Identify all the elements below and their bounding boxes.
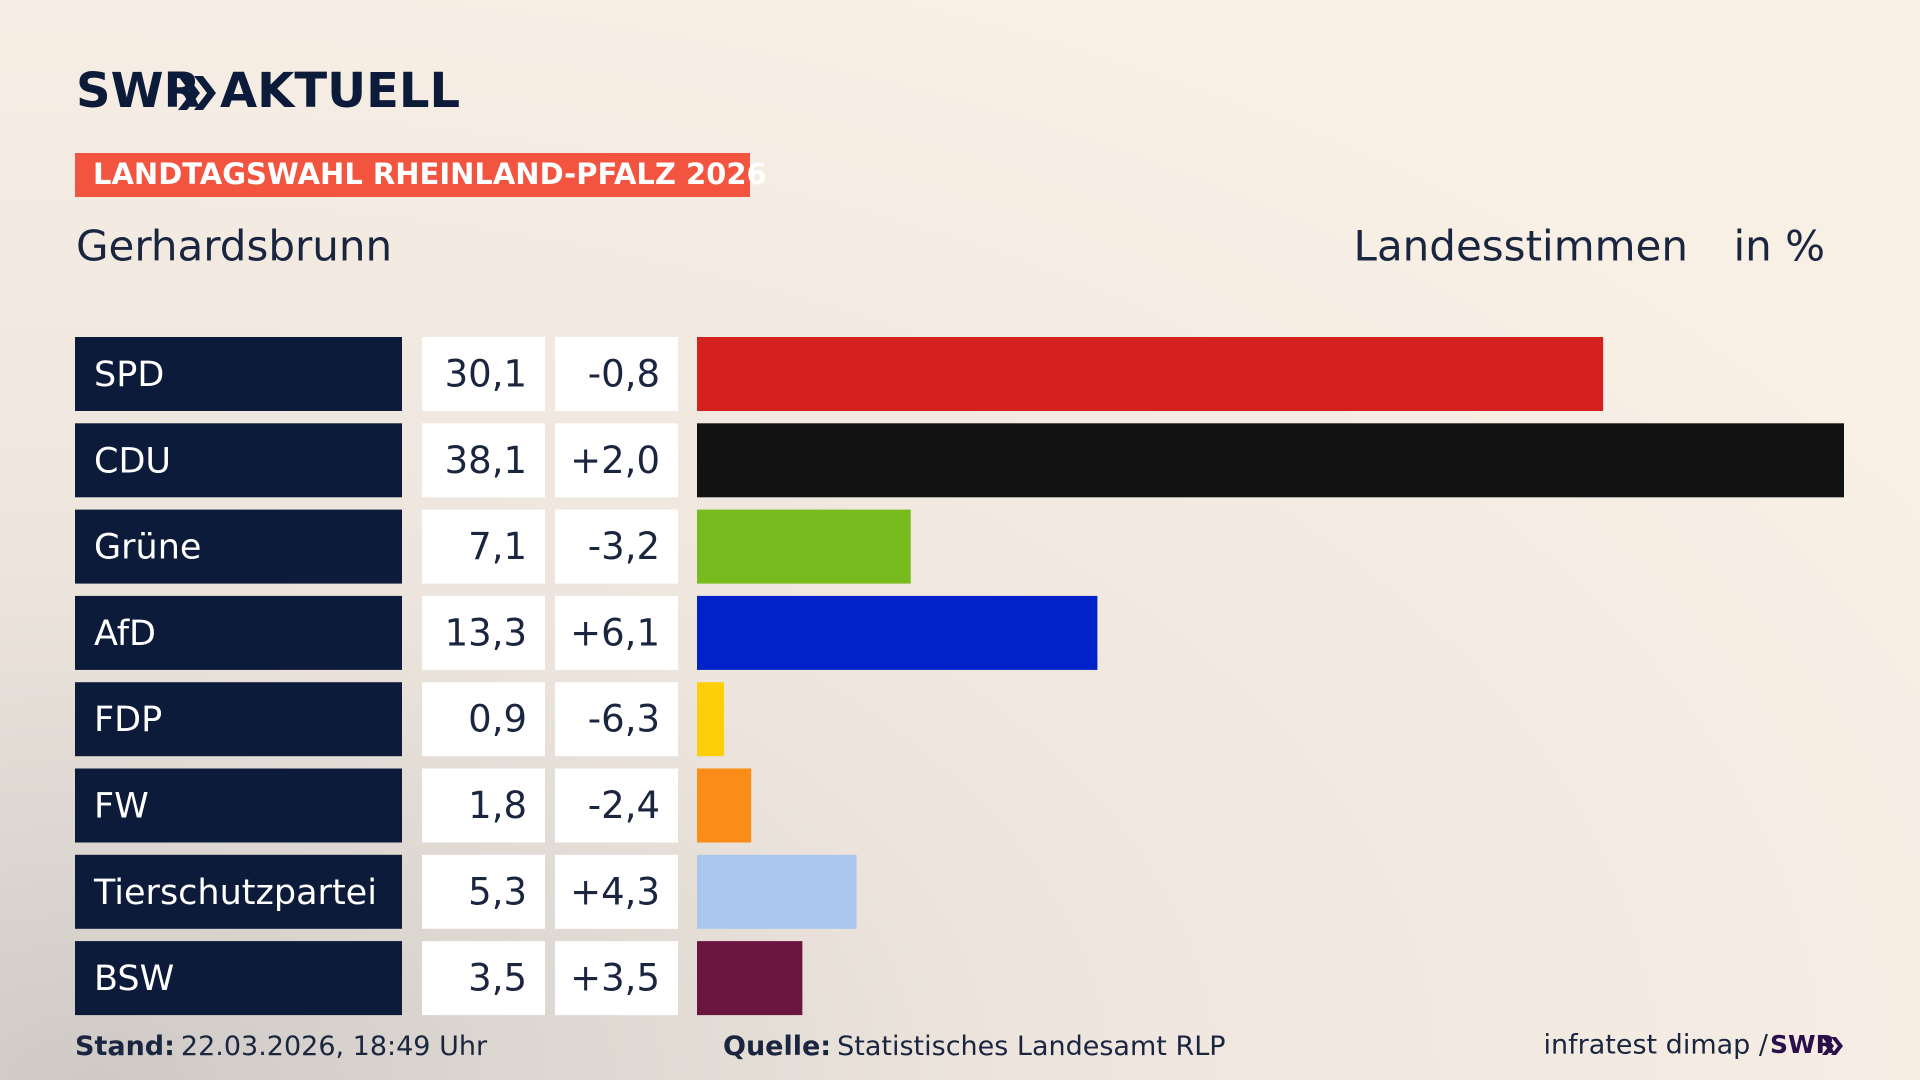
change-label: -0,8 [588,353,660,396]
change-label: -2,4 [588,784,660,827]
bar [697,941,803,1016]
bar [697,682,725,757]
value-box [422,768,545,843]
value-label: 1,8 [468,784,527,827]
party-box [75,595,402,670]
change-box [555,423,678,498]
change-label: -3,2 [588,525,660,568]
banner-text: LANDTAGSWAHL RHEINLAND-PFALZ 2026 [93,157,767,191]
party-box [75,509,402,584]
unit: in % [1733,222,1825,271]
value-box [422,337,545,411]
party-label: SPD [94,355,164,395]
party-label: Grüne [94,528,201,568]
party-label: FW [94,787,149,827]
stand: 22.03.2026, 18:49 Uhr [181,1031,488,1062]
source-label: Quelle: [723,1031,831,1062]
party-box [75,682,402,757]
party-box [75,941,402,1016]
chart-title: Gerhardsbrunn [76,222,392,271]
change-box [555,768,678,843]
value-label: 7,1 [468,525,527,568]
brand-chevrons [178,76,216,110]
value-box [422,682,545,757]
party-box [75,854,402,929]
party-box [75,768,402,843]
credit-chevrons [1822,1037,1843,1055]
value-box [422,423,545,498]
bar [697,423,1844,498]
change-label: +3,5 [570,957,660,1000]
value-box [422,854,545,929]
brand-product: AKTUELL [220,63,460,119]
footer-stand: Stand: 22.03.2026, 18:49 Uhr [75,1031,488,1062]
party-label: BSW [94,959,174,999]
value-box [422,941,545,1016]
change-label: +6,1 [570,611,660,654]
change-box [555,682,678,757]
value-box [422,595,545,670]
brand-logo: SWR [76,63,200,119]
value-label: 30,1 [445,353,527,396]
stand-label: Stand: [75,1031,175,1062]
value-label: 0,9 [468,698,527,741]
bar [697,595,1098,670]
change-label: +4,3 [570,870,660,913]
party-box [75,423,402,498]
change-box [555,337,678,411]
bar [697,854,857,929]
change-box [555,509,678,584]
value-label: 38,1 [445,439,527,482]
change-box [555,595,678,670]
value-label: 13,3 [445,611,527,654]
credit: infratest dimap / [1543,1030,1768,1061]
footer-source: Quelle: Statistisches Landesamt RLP [723,1031,1226,1062]
banner [75,153,750,197]
value-label: 5,3 [468,870,527,913]
party-label: CDU [94,441,171,481]
party-label: AfD [94,614,156,654]
rows: SPD 30,1 -0,8 CDU 38,1 +2,0 Grüne 7,1 -3,2 AfD 13,… [75,337,1844,1016]
value-label: 3,5 [468,957,527,1000]
bar [697,509,911,584]
change-label: -6,3 [588,698,660,741]
source: Statistisches Landesamt RLP [837,1031,1225,1062]
change-box [555,941,678,1016]
change-label: +2,0 [570,439,660,482]
value-box [422,509,545,584]
party-box [75,337,402,411]
measure: Landesstimmen [1354,222,1688,271]
bar [697,768,752,843]
change-box [555,854,678,929]
party-label: Tierschutzpartei [93,873,377,913]
party-label: FDP [94,700,162,740]
bar [697,337,1604,411]
